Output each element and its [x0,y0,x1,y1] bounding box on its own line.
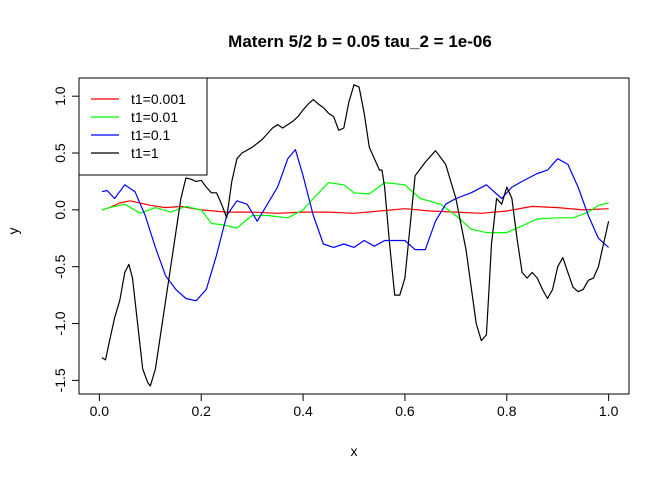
x-tick-label: 1.0 [599,403,619,419]
legend-label-0: t1=0.001 [131,91,186,107]
y-axis: -1.5 -1.0 -0.5 0.0 0.5 1.0 [52,86,80,392]
series-line-2 [101,149,609,302]
series-line-0 [101,200,609,214]
y-tick-label: -1.5 [52,368,68,392]
legend-label-1: t1=0.01 [131,109,178,125]
x-axis-label: x [351,443,358,459]
x-tick-label: 0.4 [293,403,313,419]
plot-lines [101,84,610,387]
legend-box [78,77,208,176]
chart-title: Matern 5/2 b = 0.05 tau_2 = 1e-06 [228,32,492,51]
legend: t1=0.001 t1=0.01 t1=0.1 t1=1 [78,77,208,176]
x-tick-label: 0.0 [90,403,110,419]
y-tick-label: 0.0 [52,200,68,220]
x-tick-label: 0.6 [395,403,415,419]
series-line-3 [101,84,610,387]
y-axis-label: y [5,228,21,235]
series-line-1 [101,182,609,234]
y-tick-label: 1.0 [52,86,68,106]
x-tick-label: 0.2 [191,403,211,419]
y-tick-label: -1.0 [52,311,68,335]
y-tick-label: -0.5 [52,254,68,278]
x-axis: 0.0 0.2 0.4 0.6 0.8 1.0 [90,393,619,419]
y-tick-label: 0.5 [52,143,68,163]
legend-label-3: t1=1 [131,145,159,161]
x-tick-label: 0.8 [497,403,517,419]
legend-label-2: t1=0.1 [131,127,171,143]
